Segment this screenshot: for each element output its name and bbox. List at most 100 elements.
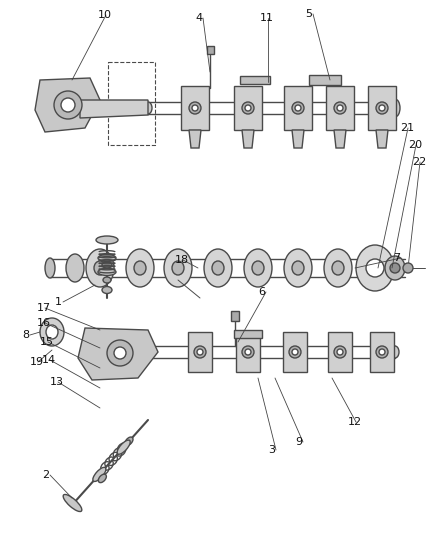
Circle shape [334,346,346,358]
Circle shape [245,349,251,355]
Polygon shape [292,130,304,148]
Ellipse shape [361,249,389,287]
Text: 18: 18 [175,255,189,265]
Circle shape [295,105,301,111]
Polygon shape [283,332,307,372]
Ellipse shape [284,249,312,287]
Ellipse shape [96,236,118,244]
Text: 12: 12 [348,417,362,427]
Polygon shape [181,86,209,130]
Text: 7: 7 [393,253,400,263]
Ellipse shape [244,249,272,287]
Ellipse shape [144,346,152,358]
Circle shape [242,346,254,358]
Ellipse shape [103,277,111,283]
Circle shape [379,105,385,111]
Polygon shape [78,328,158,380]
Ellipse shape [390,99,400,117]
Bar [309,75,341,85]
Text: 21: 21 [400,123,414,133]
Circle shape [334,102,346,114]
Ellipse shape [117,440,130,454]
Ellipse shape [99,474,106,482]
Circle shape [376,346,388,358]
Ellipse shape [385,256,405,280]
Bar [234,330,262,338]
Circle shape [107,340,133,366]
Polygon shape [236,332,260,372]
Circle shape [197,349,203,355]
Polygon shape [326,86,354,130]
Circle shape [292,102,304,114]
Polygon shape [189,130,201,148]
Ellipse shape [98,269,116,276]
Polygon shape [334,130,346,148]
Text: 20: 20 [408,140,422,150]
Bar [240,76,270,84]
Ellipse shape [98,254,116,262]
Text: 10: 10 [98,10,112,20]
Ellipse shape [94,261,106,275]
Ellipse shape [324,249,352,287]
Ellipse shape [102,287,112,294]
Circle shape [194,346,206,358]
Ellipse shape [366,259,384,277]
Text: 15: 15 [40,337,54,347]
Circle shape [289,346,301,358]
Bar [206,46,213,54]
Circle shape [376,102,388,114]
Ellipse shape [204,249,232,287]
Text: 4: 4 [195,13,202,23]
Circle shape [189,102,201,114]
Ellipse shape [292,261,304,275]
Ellipse shape [390,263,400,273]
Polygon shape [368,86,396,130]
Text: 8: 8 [22,330,29,340]
Ellipse shape [144,102,152,114]
Polygon shape [376,130,388,148]
Text: 3: 3 [268,445,275,455]
Text: 19: 19 [30,357,44,367]
Circle shape [403,263,413,273]
Text: 1: 1 [55,297,62,307]
Polygon shape [370,332,394,372]
Polygon shape [328,332,352,372]
Circle shape [192,105,198,111]
Circle shape [54,91,82,119]
Text: 22: 22 [412,157,426,167]
Circle shape [245,105,251,111]
Ellipse shape [40,318,64,346]
Polygon shape [35,78,100,132]
Ellipse shape [86,249,114,287]
Text: 17: 17 [37,303,51,313]
Ellipse shape [46,325,58,339]
Circle shape [337,105,343,111]
Text: 14: 14 [42,355,56,365]
Ellipse shape [252,261,264,275]
Text: 16: 16 [37,318,51,328]
Ellipse shape [125,437,133,446]
Polygon shape [80,100,148,118]
Ellipse shape [134,261,146,275]
Ellipse shape [356,245,394,291]
Ellipse shape [369,261,381,275]
Ellipse shape [102,262,112,268]
Ellipse shape [391,346,399,358]
Ellipse shape [66,254,84,282]
Circle shape [242,102,254,114]
Text: 6: 6 [258,287,265,297]
Ellipse shape [332,261,344,275]
Text: 9: 9 [295,437,302,447]
Bar [231,311,239,321]
Ellipse shape [164,249,192,287]
Text: 11: 11 [260,13,274,23]
Ellipse shape [126,249,154,287]
Ellipse shape [212,261,224,275]
Polygon shape [234,86,262,130]
Circle shape [379,349,385,355]
Circle shape [61,98,75,112]
Ellipse shape [93,467,106,481]
Text: 5: 5 [305,9,312,19]
Ellipse shape [172,261,184,275]
Polygon shape [284,86,312,130]
